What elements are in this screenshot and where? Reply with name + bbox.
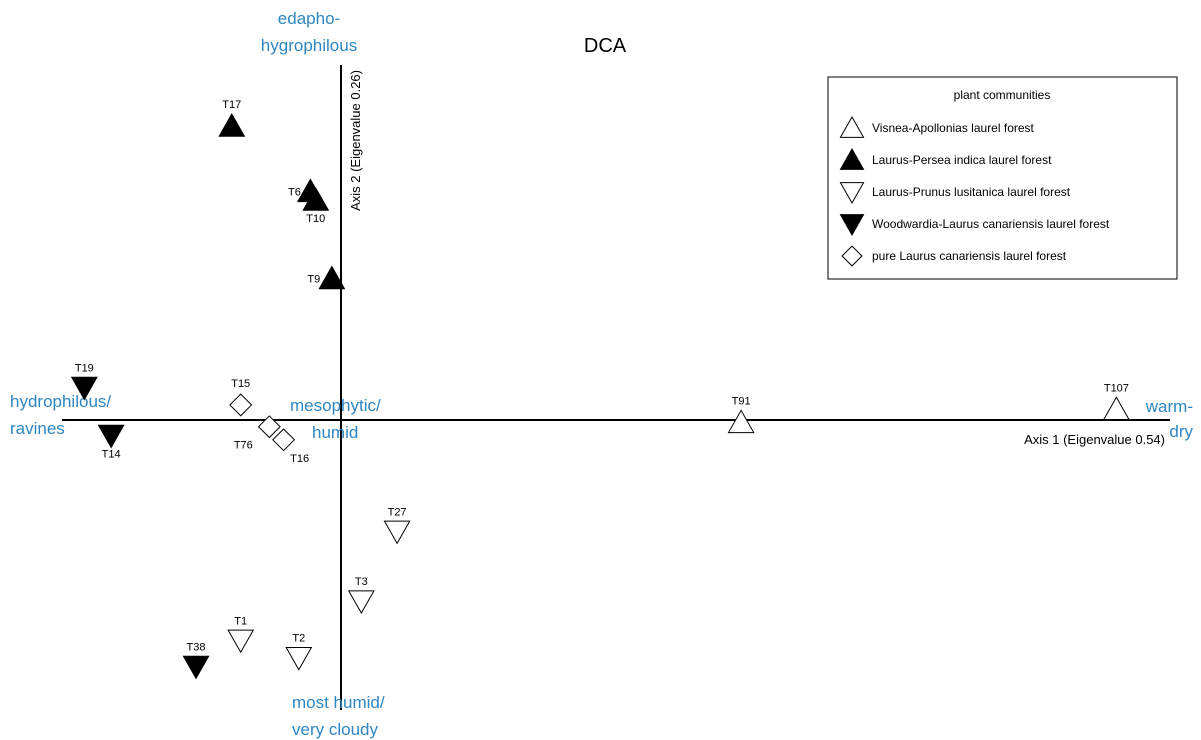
point-label-t2: T2 (292, 633, 305, 645)
point-t27 (383, 520, 411, 545)
gradient-label-top-line1: edapho- (278, 9, 340, 28)
legend-title: plant communities (954, 88, 1051, 102)
point-label-t10: T10 (306, 213, 325, 225)
points-layer: T17 T6 T10 T9 T19 T14 T38 T15 T76 T16 T91 T107 T27 T3… (70, 99, 1130, 680)
legend-label-prunus: Laurus-Prunus lusitanica laurel forest (872, 185, 1071, 199)
point-t107 (1102, 396, 1130, 420)
gradient-label-center: mesophytic/ humid (290, 396, 381, 442)
point-label-t15: T15 (231, 378, 250, 390)
legend-box (827, 76, 1178, 280)
point-t19 (70, 376, 98, 401)
gradient-label-top-line2: hygrophilous (261, 36, 357, 55)
gradient-label-bottom: most humid/ very cloudy (292, 693, 385, 739)
legend-label-pure: pure Laurus canariensis laurel forest (872, 249, 1067, 263)
gradient-label-left-line2: ravines (10, 419, 65, 438)
gradient-label-left-line1: hydrophilous/ (10, 392, 111, 411)
gradient-label-right-line2: dry (1169, 422, 1193, 441)
point-label-t91: T91 (732, 395, 751, 407)
legend-marker-prunus (839, 182, 865, 205)
legend: plant communities Visnea-Apollonias laur… (827, 76, 1178, 280)
point-label-t76: T76 (234, 440, 253, 452)
gradient-label-right: warm- dry (1145, 397, 1194, 441)
legend-marker-woodwardia (839, 214, 865, 237)
point-t14 (97, 424, 125, 449)
point-label-t17: T17 (222, 99, 241, 111)
point-label-t107: T107 (1104, 382, 1129, 394)
point-label-t3: T3 (355, 576, 368, 588)
point-label-t9: T9 (307, 274, 320, 286)
point-t2 (285, 647, 313, 671)
point-label-t16: T16 (290, 453, 309, 465)
point-label-t19: T19 (75, 363, 94, 375)
legend-label-persea: Laurus-Persea indica laurel forest (872, 153, 1052, 167)
point-label-t14: T14 (102, 448, 121, 460)
point-t10 (302, 187, 330, 211)
legend-label-woodwardia: Woodwardia-Laurus canariensis laurel for… (872, 217, 1110, 231)
point-t91 (727, 409, 755, 434)
point-label-t1: T1 (234, 615, 247, 627)
legend-marker-persea (839, 147, 865, 170)
gradient-label-left: hydrophilous/ ravines (10, 392, 111, 438)
gradient-label-top: edapho- hygrophilous (261, 9, 357, 55)
gradient-label-bottom-line2: very cloudy (292, 720, 378, 739)
x-axis-label: Axis 1 (Eigenvalue 0.54) (1024, 432, 1165, 447)
gradient-label-right-line1: warm- (1145, 397, 1193, 416)
point-t16 (272, 428, 296, 452)
point-label-t6: T6 (288, 186, 301, 198)
point-t3 (347, 590, 375, 615)
point-label-t38: T38 (187, 641, 206, 653)
legend-label-visnea: Visnea-Apollonias laurel forest (872, 121, 1035, 135)
point-t76 (257, 415, 281, 439)
point-t38 (182, 655, 210, 680)
point-t17 (218, 113, 246, 137)
point-label-t27: T27 (388, 506, 407, 518)
y-axis-label: Axis 2 (Eigenvalue 0.26) (348, 70, 363, 211)
gradient-label-bottom-line1: most humid/ (292, 693, 385, 712)
chart-title: DCA (584, 35, 627, 57)
legend-marker-pure (841, 245, 863, 267)
point-t1 (227, 629, 255, 654)
point-t15 (229, 393, 253, 417)
legend-marker-visnea (839, 115, 865, 138)
gradient-label-center-line1: mesophytic/ (290, 396, 381, 415)
point-t9 (318, 265, 346, 290)
legend-entries: Visnea-Apollonias laurel forest Laurus-Pe… (839, 115, 1110, 267)
gradient-label-center-line2: humid (312, 423, 358, 442)
